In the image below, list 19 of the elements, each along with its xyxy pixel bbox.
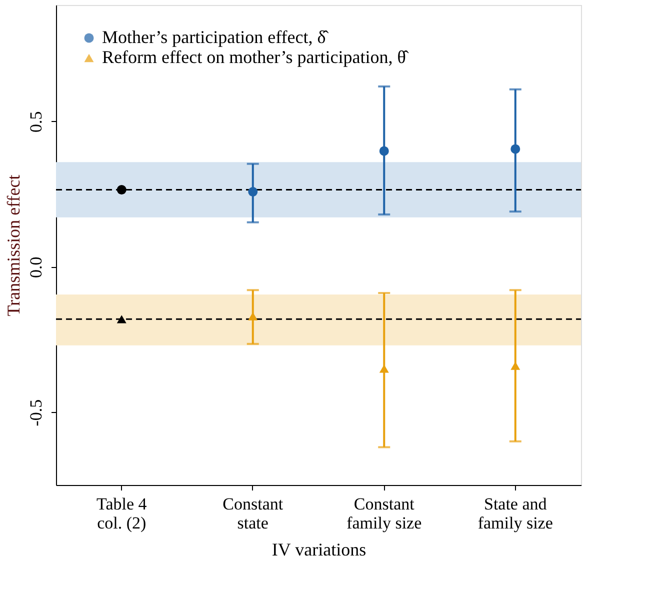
y-tick-label: 0.5 <box>26 111 46 132</box>
point <box>116 184 126 194</box>
point <box>248 187 258 196</box>
point <box>510 362 520 370</box>
point <box>248 312 258 320</box>
x-tick-label: State and family size <box>478 494 553 532</box>
y-axis-title: Transmission effect <box>4 174 24 316</box>
x-tick-label: Constant family size <box>346 494 422 532</box>
y-tick-label: -0.5 <box>26 399 46 426</box>
point <box>116 315 126 324</box>
point <box>510 144 520 154</box>
x-axis-title: IV variations <box>272 540 366 560</box>
legend-label: Reform effect on mother’s participation, θ̂ <box>102 47 409 67</box>
point <box>379 364 389 373</box>
x-tick-label: Table 4 col. (2) <box>96 494 148 532</box>
point <box>379 146 389 156</box>
y-tick-label: 0.0 <box>26 256 46 278</box>
legend-label: Mother’s participation effect, δ̂ <box>102 27 329 47</box>
x-tick-label: Constant state <box>222 494 284 532</box>
